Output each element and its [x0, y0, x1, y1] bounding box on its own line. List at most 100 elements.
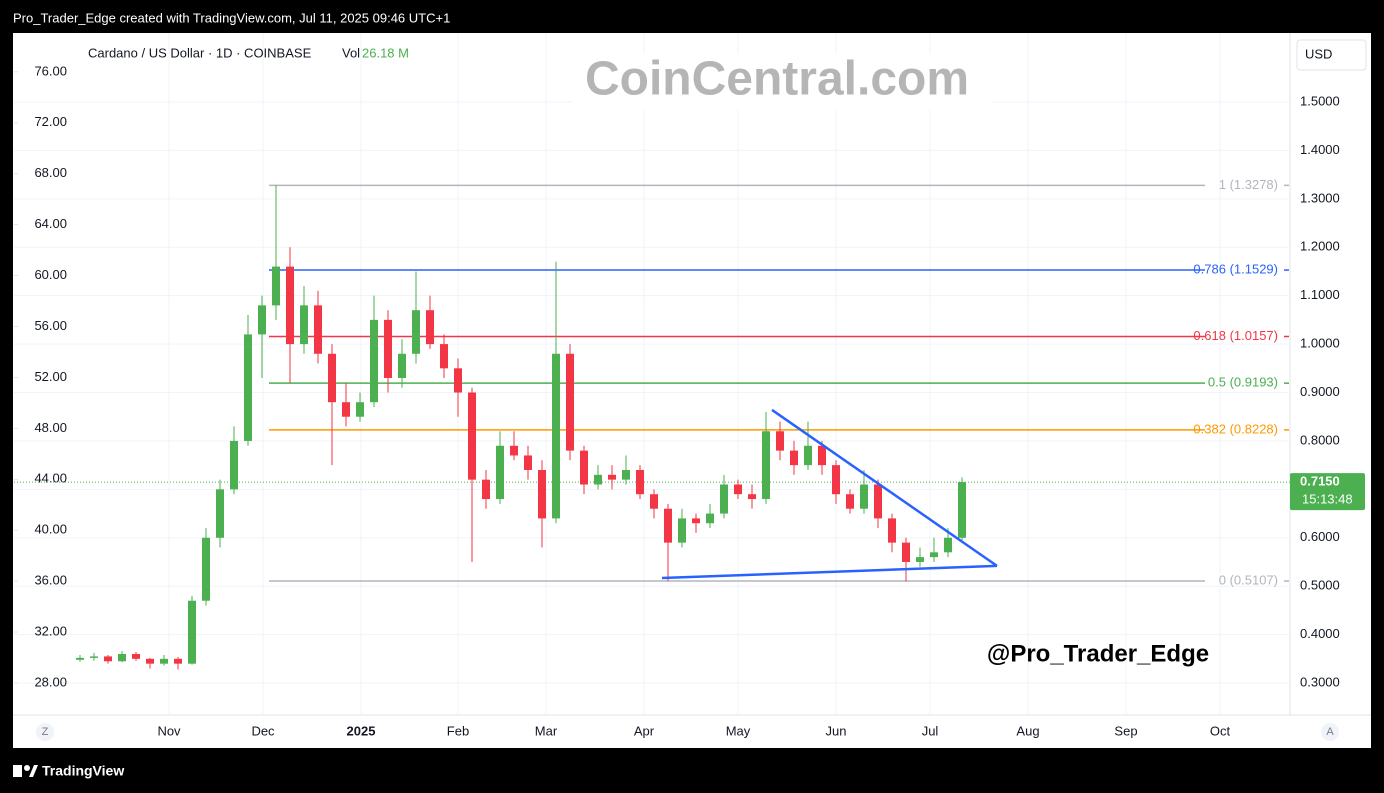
candle-body: [664, 508, 672, 543]
candle-body: [552, 353, 560, 519]
candle-body: [174, 658, 182, 664]
scale-button[interactable]: [1321, 723, 1339, 741]
logo-part: [13, 765, 22, 777]
volume-label: Vol: [342, 45, 360, 60]
candle-body: [454, 368, 462, 393]
watermark: CoinCentral.com: [585, 53, 969, 106]
candle-body: [650, 494, 658, 509]
candle-body: [412, 310, 420, 354]
fib-label: 0.5 (0.9193): [1208, 375, 1278, 390]
y-tick-label: 1.2000: [1300, 239, 1340, 254]
candle-body: [608, 474, 616, 480]
candle-body: [734, 484, 742, 495]
candle-body: [748, 494, 756, 500]
candle-body: [314, 305, 322, 354]
candle-body: [356, 402, 364, 417]
candle-body: [846, 494, 854, 509]
y2-tick-label: 72.00: [34, 114, 67, 129]
candle-body: [902, 542, 910, 562]
footer-brand: TradingView: [42, 763, 124, 779]
y-tick-label: 0.8000: [1300, 432, 1340, 447]
candle-body: [832, 465, 840, 495]
candle-body: [104, 656, 112, 662]
y2-tick-label: 68.00: [34, 165, 67, 180]
y2-tick-label: 44.00: [34, 471, 67, 486]
tradingview-logo: [13, 765, 38, 777]
candle-body: [692, 518, 700, 524]
candle-body: [496, 445, 504, 500]
candle-body: [216, 489, 224, 538]
candle-body: [202, 537, 210, 601]
price-tag: [1290, 473, 1365, 511]
trendline: [771, 408, 998, 567]
scale-button[interactable]: [36, 723, 54, 741]
fib-label: 0.618 (1.0157): [1193, 328, 1278, 343]
symbol-title: Cardano / US Dollar · 1D · COINBASE: [88, 45, 312, 60]
x-tick-label: Oct: [1210, 723, 1231, 738]
candle-body: [860, 484, 868, 509]
logo-part: [29, 765, 38, 777]
candle-body: [636, 469, 644, 495]
price-tag-countdown: 15:13:48: [1302, 492, 1353, 507]
y2-tick-label: 64.00: [34, 216, 67, 231]
x-tick-label: Apr: [634, 723, 655, 738]
y2-tick-label: 56.00: [34, 318, 67, 333]
x-tick-label: Feb: [447, 723, 469, 738]
volume-value: 26.18 M: [362, 45, 409, 60]
candle-body: [566, 353, 574, 451]
candle-body: [510, 445, 518, 456]
candle-body: [538, 469, 546, 519]
x-tick-label: Dec: [251, 723, 275, 738]
candle-body: [888, 518, 896, 543]
y2-tick-label: 28.00: [34, 674, 67, 689]
candle-body: [76, 657, 84, 660]
candle-body: [244, 334, 252, 441]
currency-button[interactable]: [1296, 39, 1367, 71]
candle-body: [258, 305, 266, 335]
y2-tick-label: 76.00: [34, 63, 67, 78]
y2-tick-label: 40.00: [34, 522, 67, 537]
x-tick-label: 2025: [347, 723, 376, 738]
chart-panel: [13, 33, 1371, 748]
signature: @Pro_Trader_Edge: [987, 640, 1209, 667]
y2-tick-label: 52.00: [34, 369, 67, 384]
y-tick-label: 1.0000: [1300, 336, 1340, 351]
logo-part: [24, 765, 30, 771]
candle-body: [874, 484, 882, 519]
header-text: Pro_Trader_Edge created with TradingView…: [13, 10, 450, 25]
price-tag-value: 0.7150: [1300, 474, 1340, 489]
trendline: [661, 564, 998, 580]
candle-body: [160, 658, 168, 664]
candle-body: [342, 402, 350, 417]
candle-body: [118, 653, 126, 662]
candle-body: [300, 305, 308, 345]
y-tick-label: 1.5000: [1300, 93, 1340, 108]
candle-body: [90, 656, 98, 658]
candle-body: [706, 513, 714, 524]
y-tick-label: 1.1000: [1300, 287, 1340, 302]
y2-tick-label: 32.00: [34, 624, 67, 639]
candle-body: [776, 431, 784, 451]
y-tick-label: 0.9000: [1300, 384, 1340, 399]
currency[interactable]: USD: [1305, 46, 1332, 61]
candle-body: [622, 469, 630, 480]
x-tick-label: Mar: [535, 723, 558, 738]
fib-label: 0 (0.5107): [1219, 572, 1278, 587]
x-tick-label: Jul: [922, 723, 939, 738]
scale-button-label[interactable]: A: [1326, 726, 1334, 738]
candle-body: [958, 482, 966, 538]
y2-tick-label: 48.00: [34, 420, 67, 435]
candle-body: [720, 484, 728, 514]
candle-body: [482, 479, 490, 500]
candle-body: [916, 557, 924, 562]
scale-button-label[interactable]: Z: [42, 726, 49, 738]
candle-body: [678, 518, 686, 543]
candle-body: [328, 353, 336, 403]
plot: 0.30000.40000.50000.60000.70000.80000.90…: [14, 63, 1365, 738]
y-tick-label: 0.4000: [1300, 626, 1340, 641]
y2-tick-label: 36.00: [34, 573, 67, 588]
candle-body: [132, 653, 140, 659]
candle-body: [524, 455, 532, 470]
candle-body: [580, 450, 588, 485]
